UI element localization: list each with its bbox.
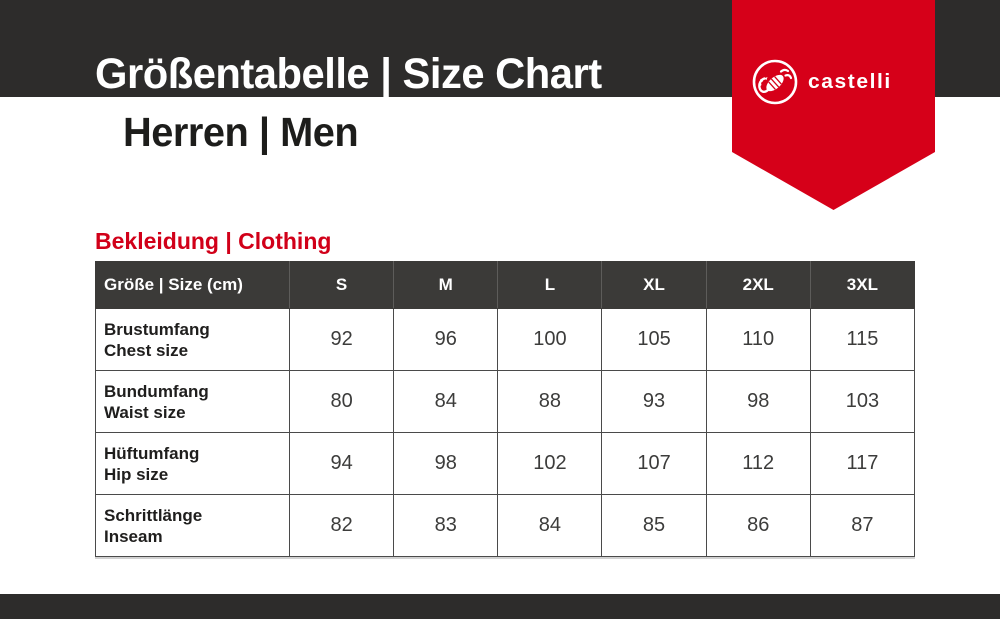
header-cell-m: M [393,261,499,309]
size-value-cell: 96 [393,308,499,371]
brand-wordmark: castelli [808,70,892,93]
size-value-cell: 98 [393,432,499,495]
row-label-de: Bundumfang [104,381,209,401]
table-row: Hüftumfang Hip size 94 98 102 107 112 117 [95,432,916,495]
size-value-cell: 85 [601,494,707,557]
header-cell-3xl: 3XL [809,261,916,309]
size-value-cell: 103 [809,370,916,433]
size-table: Größe | Size (cm) S M L XL 2XL 3XL Brustumfang… [95,261,916,557]
row-label-de: Hüftumfang [104,443,200,463]
size-value-cell: 87 [809,494,916,557]
row-label: Brustumfang Chest size [95,308,290,371]
brand-row: castelli [732,58,935,106]
row-label-en: Waist size [104,402,186,422]
size-value-cell: 80 [288,370,395,433]
table-row: Brustumfang Chest size 92 96 100 105 110 115 [95,308,916,371]
size-value-cell: 117 [809,432,916,495]
size-value-cell: 92 [288,308,395,371]
size-value-cell: 98 [705,370,811,433]
header-cell-2xl: 2XL [705,261,811,309]
size-value-cell: 115 [809,308,916,371]
brand-ribbon: castelli [732,0,935,210]
size-value-cell: 105 [601,308,707,371]
size-value-cell: 94 [288,432,395,495]
row-label: Schrittlänge Inseam [95,494,290,557]
scorpion-logo-icon [752,59,798,105]
header-cell-xl: XL [601,261,707,309]
page-title: Größentabelle | Size Chart [95,50,602,98]
header-cell-s: S [288,261,395,309]
size-value-cell: 82 [288,494,395,557]
table-row: Bundumfang Waist size 80 84 88 93 98 103 [95,370,916,433]
size-value-cell: 84 [497,494,603,557]
size-value-cell: 83 [393,494,499,557]
size-value-cell: 102 [497,432,603,495]
bottom-footer-band [0,594,1000,619]
page-subtitle: Herren | Men [123,109,359,155]
row-label-en: Chest size [104,340,189,360]
table-header-row: Größe | Size (cm) S M L XL 2XL 3XL [95,261,916,309]
row-label-en: Inseam [104,526,163,546]
size-value-cell: 107 [601,432,707,495]
row-label-de: Schrittlänge [104,505,203,525]
size-value-cell: 110 [705,308,811,371]
row-label: Hüftumfang Hip size [95,432,290,495]
row-label-en: Hip size [104,464,169,484]
size-value-cell: 84 [393,370,499,433]
size-value-cell: 112 [705,432,811,495]
size-value-cell: 100 [497,308,603,371]
table-row: Schrittlänge Inseam 82 83 84 85 86 87 [95,494,916,557]
header-cell-size-label: Größe | Size (cm) [95,261,290,309]
size-value-cell: 86 [705,494,811,557]
row-label: Bundumfang Waist size [95,370,290,433]
section-heading: Bekleidung | Clothing [95,228,332,254]
size-table-container: Größe | Size (cm) S M L XL 2XL 3XL Brustumfang… [95,261,916,557]
size-value-cell: 88 [497,370,603,433]
header-cell-l: L [497,261,603,309]
row-label-de: Brustumfang [104,319,210,339]
size-value-cell: 93 [601,370,707,433]
